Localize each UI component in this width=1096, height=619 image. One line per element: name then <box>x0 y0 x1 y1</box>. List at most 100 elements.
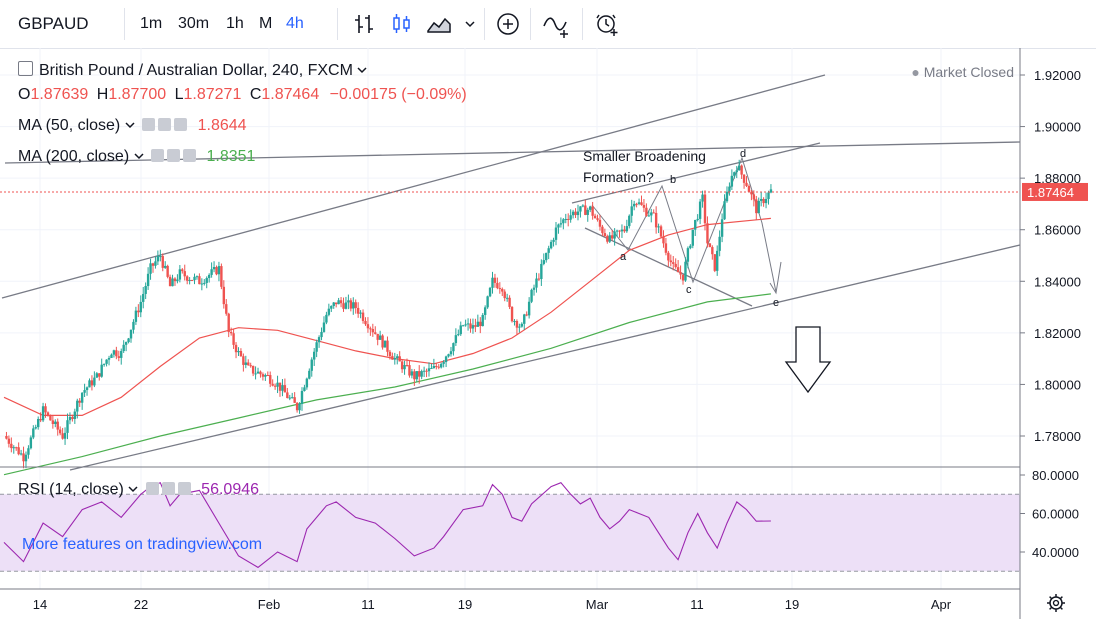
indicators-icon[interactable] <box>542 12 572 38</box>
candle-body <box>579 206 582 212</box>
candle-body <box>630 206 633 216</box>
area-style-icon[interactable] <box>426 12 452 36</box>
rsi-band-fill <box>0 494 1020 572</box>
candle-body <box>747 185 751 192</box>
settings-icon[interactable] <box>167 149 181 162</box>
candle-body <box>288 397 291 399</box>
candle-body <box>488 287 492 297</box>
candle-body <box>102 363 106 365</box>
candle-body <box>425 370 428 372</box>
candle-body <box>755 199 758 214</box>
candle-body <box>471 325 475 329</box>
candle-body <box>757 200 760 214</box>
candle-body <box>718 236 721 251</box>
candle-body <box>327 308 331 315</box>
candle-body <box>269 375 272 384</box>
candle-body <box>593 215 597 219</box>
candle-body <box>166 265 169 277</box>
ma50-line <box>3 217 771 416</box>
candle-body <box>334 302 338 305</box>
down-arrow-icon <box>784 326 832 394</box>
candle-body <box>207 274 211 279</box>
wave-label-c: c <box>686 284 692 296</box>
candle-body <box>432 365 436 368</box>
interval-30m-button[interactable]: 30m <box>178 15 210 32</box>
candle-body <box>164 265 167 268</box>
candle-body <box>515 321 519 328</box>
visibility-icon[interactable] <box>142 118 156 131</box>
candle-body <box>234 344 238 353</box>
toolbar-separator <box>484 8 485 40</box>
remove-icon[interactable] <box>174 118 188 131</box>
candle-body <box>366 324 370 329</box>
candle-body <box>41 406 45 421</box>
candle-body <box>80 392 84 403</box>
candle-body <box>369 328 372 330</box>
chevron-down-icon[interactable] <box>128 484 138 494</box>
chevron-down-icon[interactable] <box>125 120 135 130</box>
wave-label-b: b <box>670 174 676 186</box>
candle-body <box>149 263 152 274</box>
interval-1h-button[interactable]: 1h <box>226 15 244 32</box>
interval-month-button[interactable]: M <box>259 15 273 32</box>
candle-body <box>591 206 594 216</box>
chevron-down-icon[interactable] <box>357 65 367 75</box>
low-label: L <box>174 86 184 103</box>
collapse-legend-icon[interactable] <box>18 61 33 76</box>
candle-body <box>694 219 697 230</box>
candle-body <box>283 385 287 393</box>
candle-body <box>95 373 99 378</box>
candle-body <box>745 182 748 186</box>
time-tick-label: 19 <box>458 597 472 612</box>
annotation-line1: Smaller Broadening <box>583 148 706 164</box>
market-status: ● Market Closed <box>911 64 1014 80</box>
candle-body <box>454 335 458 344</box>
bar-style-icon[interactable] <box>352 12 376 36</box>
candle-body <box>361 312 365 321</box>
candle-body <box>706 223 709 244</box>
candle-body <box>527 301 531 316</box>
candle-body <box>483 307 487 315</box>
chevron-down-icon[interactable] <box>134 151 144 161</box>
settings-gear-icon[interactable] <box>1047 594 1065 612</box>
interval-4h-button[interactable]: 4h <box>286 15 304 32</box>
candle-body <box>12 447 15 449</box>
candle-body <box>642 205 646 208</box>
candle-body <box>513 321 516 323</box>
candle-body <box>215 267 218 275</box>
candle-body <box>273 385 277 387</box>
price-tick-label: 1.88000 <box>1034 171 1081 186</box>
candle-body <box>601 226 604 234</box>
remove-icon[interactable] <box>183 149 197 162</box>
visibility-icon[interactable] <box>145 482 159 495</box>
add-compare-icon[interactable] <box>496 12 520 36</box>
interval-1m-button[interactable]: 1m <box>140 15 163 32</box>
last-price-tag <box>1022 182 1088 201</box>
visibility-icon[interactable] <box>151 149 165 162</box>
candle-body <box>449 351 453 355</box>
candle-body <box>628 215 631 227</box>
candle-body <box>762 198 765 204</box>
symbol-search-button[interactable]: GBPAUD <box>18 14 89 33</box>
candle-body <box>29 437 33 449</box>
settings-icon[interactable] <box>158 118 172 131</box>
candle-body <box>320 331 323 338</box>
watermark-link[interactable]: More features on tradingview.com <box>22 536 263 553</box>
candle-body <box>723 201 726 220</box>
candle-body <box>728 186 731 192</box>
candle-body <box>212 267 216 270</box>
candle-body <box>623 229 626 232</box>
candle-body <box>49 415 52 421</box>
remove-icon[interactable] <box>177 482 191 495</box>
upper-channel-line <box>1 74 826 299</box>
chevron-down-icon[interactable] <box>464 18 476 30</box>
rsi-band <box>0 493 1020 572</box>
candle-style-icon[interactable] <box>390 12 414 36</box>
candle-body <box>173 278 177 282</box>
alert-icon[interactable] <box>594 11 620 37</box>
settings-icon[interactable] <box>161 482 175 495</box>
candle-body <box>391 356 394 360</box>
candle-body <box>669 260 673 263</box>
candle-body <box>510 306 514 322</box>
candle-body <box>686 248 690 262</box>
